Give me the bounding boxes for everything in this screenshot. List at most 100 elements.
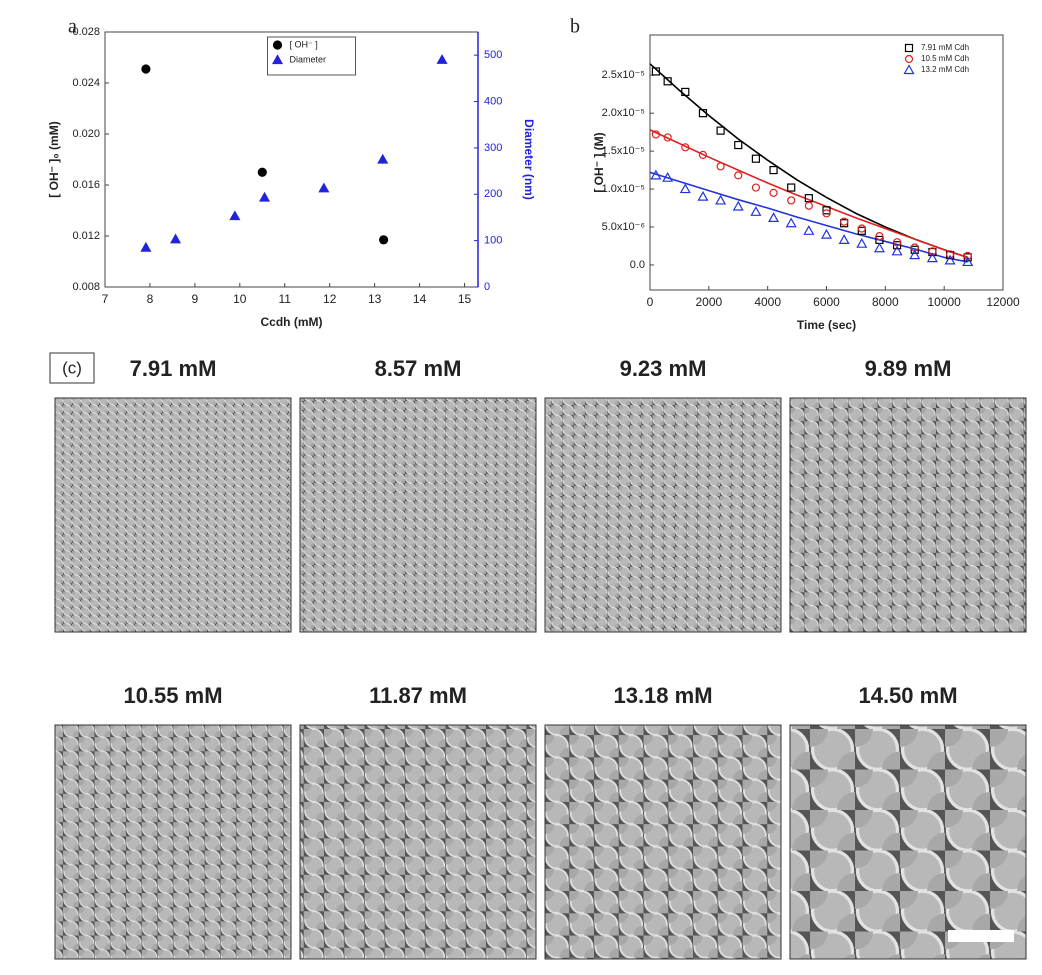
marker [768, 212, 780, 223]
marker [910, 245, 919, 254]
marker [857, 226, 866, 235]
x-tick-label: 13 [368, 292, 382, 306]
x-axis-title: Ccdh (mM) [261, 315, 323, 329]
panel-label: b [570, 16, 580, 38]
marker [909, 249, 921, 260]
marker [681, 87, 690, 97]
marker [377, 153, 389, 164]
legend-label: 10.5 mM Cdh [921, 54, 969, 63]
marker [856, 237, 868, 248]
y2-axis-title: Diameter (nm) [522, 119, 536, 200]
x-tick-label: 14 [413, 292, 427, 306]
sem-image [544, 724, 782, 960]
y2-tick-label: 500 [484, 49, 502, 61]
marker [679, 183, 691, 194]
y-axis-title: [ OH⁻ ]₀ (mM) [47, 121, 61, 197]
sem-image [54, 397, 292, 633]
marker [875, 232, 884, 241]
marker [787, 183, 796, 192]
image-label: 8.57 mM [375, 356, 462, 381]
image-label: 10.55 mM [123, 683, 222, 708]
legend-box [267, 36, 356, 76]
marker [681, 143, 690, 152]
marker [769, 165, 778, 175]
marker [436, 54, 448, 64]
fit-line [649, 171, 968, 263]
marker [651, 130, 660, 139]
marker [170, 233, 182, 244]
marker [873, 242, 885, 253]
panel-label-box [49, 352, 95, 384]
marker [963, 251, 972, 260]
y-tick-label: 0.020 [72, 128, 100, 140]
marker [651, 67, 660, 76]
legend-label: [ OH⁻ ] [290, 39, 318, 49]
marker [716, 126, 725, 135]
marker [857, 224, 866, 233]
marker [751, 183, 761, 192]
marker [697, 190, 709, 201]
image-label: 13.18 mM [613, 683, 712, 708]
marker [804, 201, 813, 210]
marker [715, 194, 727, 205]
marker [663, 133, 672, 142]
image-label: 7.91 mM [130, 356, 217, 381]
image-label: 9.23 mM [620, 356, 707, 381]
marker [820, 228, 833, 239]
marker [257, 167, 267, 177]
marker [840, 217, 849, 226]
x-tick-label: 8 [147, 292, 154, 306]
marker [904, 43, 914, 53]
legend-box [899, 40, 999, 81]
panel-label: (c) [62, 358, 82, 377]
marker [379, 235, 389, 245]
marker [732, 200, 744, 211]
marker [945, 250, 955, 259]
x-tick-label: 6000 [813, 295, 840, 309]
marker [140, 241, 152, 252]
marker [318, 182, 330, 193]
y-tick-label: 0.028 [72, 26, 100, 38]
marker [904, 54, 914, 64]
y-tick-label: 0.008 [72, 281, 100, 293]
marker [803, 225, 815, 235]
sem-image [544, 397, 782, 633]
y-tick-label: 2.5x10⁻⁵ [602, 69, 645, 81]
image-label: 11.87 mM [369, 683, 467, 708]
marker [838, 234, 850, 245]
marker [734, 171, 743, 180]
y2-tick-label: 200 [484, 188, 502, 200]
marker [271, 54, 284, 65]
marker [944, 254, 956, 265]
marker [751, 154, 761, 163]
y-tick-label: 1.5x10⁻⁵ [602, 145, 645, 157]
marker [663, 77, 672, 86]
image-label: 14.50 mM [858, 683, 957, 708]
y-tick-label: 5.0x10⁻⁶ [602, 221, 645, 233]
fit-line [649, 129, 968, 259]
marker [698, 109, 708, 118]
x-tick-label: 7 [102, 292, 109, 306]
marker [769, 188, 778, 197]
x-tick-label: 9 [192, 292, 199, 306]
sem-image [789, 724, 1027, 960]
x-tick-label: 12 [323, 292, 337, 306]
marker [662, 171, 674, 182]
y-tick-label: 0.016 [72, 179, 100, 191]
legend-label: 7.91 mM Cdh [921, 43, 969, 52]
sem-image [299, 397, 537, 633]
y-tick-label: 0.024 [72, 77, 100, 89]
legend-label: Diameter [290, 54, 327, 64]
marker [962, 256, 974, 267]
y2-tick-label: 300 [484, 142, 502, 154]
marker [903, 64, 915, 75]
marker [259, 191, 271, 202]
y-tick-label: 0.0 [630, 259, 645, 271]
x-tick-label: 8000 [872, 295, 899, 309]
marker [272, 40, 283, 50]
x-tick-label: 12000 [986, 295, 1020, 309]
marker [141, 64, 151, 74]
y-tick-label: 2.0x10⁻⁵ [602, 107, 645, 119]
x-tick-label: 4000 [754, 295, 781, 309]
x-tick-label: 2000 [695, 295, 722, 309]
